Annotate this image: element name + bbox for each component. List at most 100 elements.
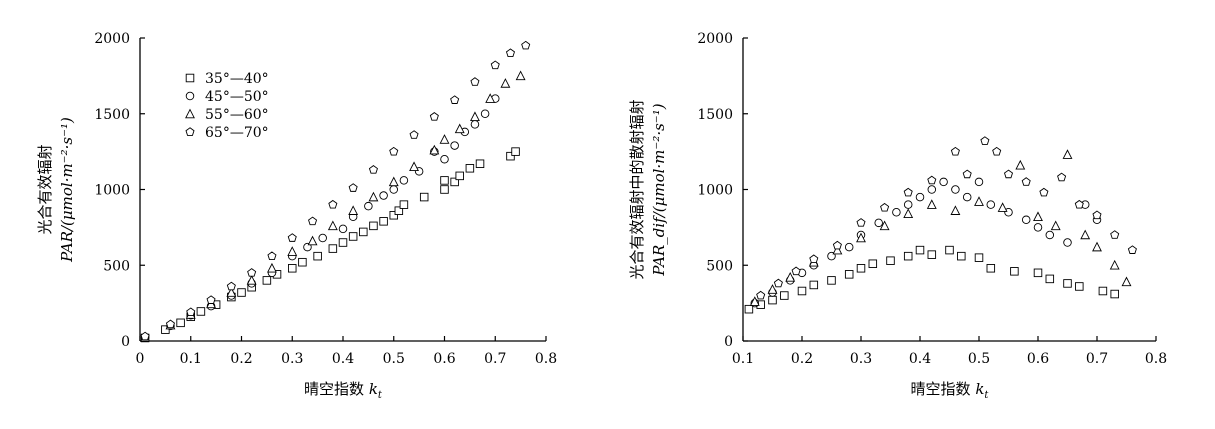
data-point [903,200,913,209]
legend-label: 35°—40° [205,71,269,87]
x-tick-label: 0.4 [909,351,931,367]
data-point [287,233,297,242]
data-point [856,218,866,227]
data-point [237,288,246,297]
data-point [313,251,322,261]
data-point [247,268,257,277]
y-tick-label: 500 [103,258,130,274]
data-point [470,120,480,129]
data-point [196,307,206,316]
series-3 [140,40,531,341]
data-point [986,200,996,209]
data-point [440,185,449,194]
data-point [511,147,520,156]
data-point [749,296,760,306]
x-tick-label: 0.1 [180,351,202,367]
data-point [1063,279,1072,288]
data-point [903,187,913,197]
y-tick-label: 1500 [94,107,130,123]
data-point [176,318,185,328]
data-point [832,244,843,255]
data-point [399,200,409,209]
data-point [485,93,496,103]
legend-marker [185,108,195,119]
data-point [318,233,327,243]
x-tick-label: 0.5 [383,351,405,367]
data-point [328,199,338,209]
data-point [1092,210,1102,220]
data-point [348,205,359,215]
y-axis-label-line2: PAR/(μmol·m⁻²·s⁻¹) [58,117,76,263]
data-point [379,191,388,200]
data-point [1045,230,1055,240]
data-point [450,177,459,187]
x-tick-label: 0.7 [484,351,506,367]
data-point [439,134,450,144]
data-point [409,161,419,172]
legend-label: 55°—60° [205,107,269,123]
data-point [359,227,368,237]
data-point [1074,199,1084,209]
legend: 35°—40° 45°—50° 55°—60° 65°—70° [185,71,269,141]
data-point [480,109,490,118]
y-axis-label-line2: PAR_dif/(μmol·m⁻²·s⁻¹) [650,103,668,276]
data-point [140,331,150,341]
y-tick-label: 2000 [697,31,733,47]
data-point [186,307,196,317]
data-point [1098,286,1108,296]
data-point [832,240,842,250]
data-point [874,218,883,228]
x-tick-label: 0.3 [850,351,872,367]
data-point [827,276,836,285]
data-point [1109,259,1120,270]
data-point [809,280,819,290]
data-point [1003,169,1014,179]
data-point [950,205,961,215]
data-point [379,217,388,226]
right-chart-panel: 0.1 0.2 0.3 0.4 0.5 0.6 0.7 0.8 0 500 1000 1500 2000… [628,31,1167,401]
data-point [440,154,449,164]
legend-label: 65°—70° [205,125,269,141]
data-point [440,176,449,185]
series-1 [140,94,500,342]
legend-marker [185,91,195,101]
data-point [767,284,778,294]
data-point [756,290,766,300]
data-point [368,165,378,174]
data-point [490,60,500,70]
y-tick-label: 1000 [697,183,733,199]
data-point [429,144,440,155]
data-point [226,287,237,297]
y-tick-label: 1000 [94,183,130,199]
y-axis-label-line1: 光合有效辐射中的散射辐射 [628,99,646,279]
data-point [1010,267,1019,276]
x-axis-label: 晴空指数 kt [304,380,383,401]
data-point [328,244,338,253]
data-point [1127,245,1137,254]
data-point [1033,211,1043,222]
data-point [844,242,854,252]
data-point [797,286,807,296]
data-point [287,246,298,256]
data-point [267,251,277,261]
x-tick-label: 0.3 [281,351,303,367]
data-point [246,275,257,285]
data-point [505,48,515,57]
data-point [470,77,480,86]
data-point [364,201,373,211]
data-point [980,136,990,145]
data-point [903,251,913,261]
data-point [1050,220,1061,231]
data-point [369,221,378,231]
data-point [1110,230,1120,239]
data-point [308,216,318,226]
data-point [388,176,399,187]
data-point [950,146,960,156]
x-tick-label: 0.1 [732,351,754,367]
series-2 [749,149,1132,306]
data-point [1015,159,1026,170]
y-tick-label: 2000 [94,31,130,47]
data-point [1033,268,1043,278]
data-point [962,192,972,202]
data-point [879,220,890,231]
